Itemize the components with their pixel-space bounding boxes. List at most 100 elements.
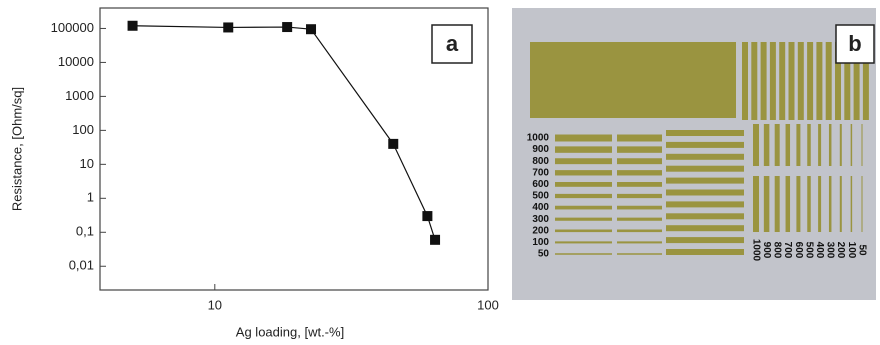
strip <box>666 177 744 184</box>
strip <box>796 124 801 166</box>
strip <box>835 42 841 120</box>
strip <box>617 170 662 176</box>
strip <box>666 141 744 148</box>
row-label: 400 <box>532 202 549 213</box>
row-label: 100 <box>532 237 549 248</box>
column-label: 800 <box>772 242 783 259</box>
data-point <box>223 22 234 33</box>
row-label: 50 <box>538 249 550 260</box>
strip <box>828 176 832 232</box>
strip <box>617 205 662 210</box>
strip <box>555 170 612 176</box>
strip <box>617 193 662 199</box>
row-label: 1000 <box>527 133 550 144</box>
data-point <box>306 24 317 35</box>
strip <box>825 42 832 120</box>
strip <box>807 176 811 232</box>
strip <box>666 213 744 220</box>
strip <box>555 134 612 142</box>
strip <box>555 253 612 255</box>
strip <box>555 217 612 221</box>
strip <box>555 229 612 233</box>
strip <box>617 217 662 221</box>
strip <box>839 176 842 232</box>
x-axis-title: Ag loading, [wt.-%] <box>236 324 344 339</box>
strip <box>617 146 662 153</box>
strip <box>769 42 776 120</box>
row-label: 900 <box>532 144 549 155</box>
strip <box>555 205 612 210</box>
panel-label: b <box>848 31 861 56</box>
y-tick-label: 0,1 <box>76 224 94 239</box>
strip <box>666 165 744 172</box>
strip <box>779 42 786 120</box>
strip <box>788 42 795 120</box>
strip <box>844 42 851 120</box>
row-label: 800 <box>532 156 549 167</box>
column-label: 1000 <box>750 239 761 262</box>
row-label: 500 <box>532 191 549 202</box>
strip <box>555 182 612 187</box>
strip <box>816 42 823 120</box>
row-label: 300 <box>532 214 549 225</box>
strip <box>774 124 780 166</box>
strip <box>666 201 744 208</box>
strip <box>753 176 759 232</box>
strip <box>785 124 791 166</box>
column-label: 200 <box>835 242 846 259</box>
data-point <box>127 20 138 31</box>
strip <box>828 124 832 166</box>
strip <box>555 158 612 165</box>
y-axis-title: Resistance, [Ohm/sq] <box>9 87 24 211</box>
strip <box>555 146 612 153</box>
y-tick-label: 0,01 <box>69 258 94 273</box>
strip <box>666 249 744 255</box>
data-line <box>132 25 436 241</box>
strip <box>617 134 662 142</box>
column-label: 900 <box>761 242 772 259</box>
strip <box>555 241 612 244</box>
y-tick-label: 1000 <box>65 88 94 103</box>
strip <box>818 124 822 166</box>
strip <box>666 237 744 244</box>
y-tick-label: 10 <box>80 156 94 171</box>
data-point <box>430 234 441 245</box>
strip <box>861 124 863 166</box>
row-label: 200 <box>532 225 549 236</box>
strip <box>796 176 801 232</box>
column-label: 700 <box>782 242 793 259</box>
column-label: 300 <box>825 242 836 259</box>
strip <box>760 42 767 120</box>
strip <box>850 176 853 232</box>
y-tick-label: 100000 <box>51 20 94 35</box>
strip <box>753 124 759 166</box>
strip <box>785 176 791 232</box>
strip <box>861 176 863 232</box>
x-tick-label: 100 <box>477 297 499 312</box>
pad <box>530 42 736 118</box>
column-label: 600 <box>793 242 804 259</box>
strip <box>818 176 822 232</box>
strip <box>751 42 758 120</box>
strip <box>666 153 744 160</box>
strip <box>807 124 811 166</box>
strip <box>555 193 612 199</box>
y-tick-label: 100 <box>72 122 94 137</box>
y-tick-label: 1 <box>87 190 94 205</box>
y-tick-label: 10000 <box>58 54 94 69</box>
strip <box>617 229 662 233</box>
panel-label: a <box>446 31 459 56</box>
strip <box>862 42 869 120</box>
plot-frame <box>99 7 489 291</box>
column-label: 400 <box>814 242 825 259</box>
data-point <box>282 22 293 33</box>
strip <box>797 42 804 120</box>
strip <box>763 124 770 166</box>
strip <box>666 130 744 136</box>
strip <box>617 241 662 244</box>
strip <box>617 158 662 165</box>
strip <box>666 189 744 196</box>
strip <box>742 42 748 120</box>
